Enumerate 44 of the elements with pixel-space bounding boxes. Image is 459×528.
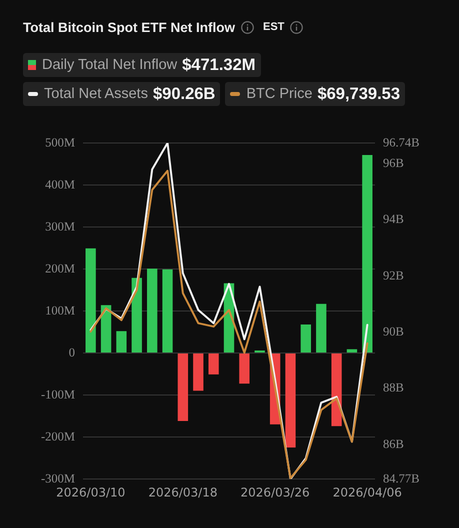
bar (346, 349, 358, 352)
y2-tick-label: 96B (383, 156, 404, 170)
y-tick-label: 200M (45, 261, 75, 276)
bar (316, 304, 326, 352)
y2-tick-label: 96.74B (383, 135, 420, 150)
bar (132, 278, 142, 352)
x-tick-label: 2026/03/18 (148, 485, 218, 500)
bar (239, 354, 250, 384)
text: $471.32M (182, 56, 256, 74)
bar (86, 248, 96, 352)
x-tick-label: 2026/04/06 (332, 485, 402, 500)
chart-title: Total Bitcoin Spot ETF Net Inflow (23, 20, 235, 34)
y2-tick-label: 86B (383, 436, 404, 451)
y2-tick-label: 84.77B (383, 471, 420, 486)
x-tick-label: 2026/03/10 (56, 485, 126, 500)
y-tick-label: 300M (45, 219, 75, 234)
chart-subtitle: EST (262, 21, 284, 33)
y2-tick-label: 88B (383, 380, 404, 395)
bar (178, 354, 188, 422)
bar (285, 354, 296, 448)
text: $90.26B (152, 84, 216, 104)
y2-tick-label: 90B (383, 324, 404, 338)
y-tick-label: -200M (40, 429, 75, 444)
bar (193, 354, 204, 391)
y-tick-label: -100M (40, 387, 75, 402)
legend-label: Daily Total Net Inflow (42, 57, 178, 73)
y2-tick-label: 94B (383, 212, 404, 226)
bar (208, 354, 219, 374)
bar (116, 331, 127, 352)
x-tick-label: 2026/03/26 (240, 485, 310, 500)
bar (300, 324, 311, 352)
y-tick-label: 100M (45, 303, 75, 318)
legend-label: BTC Price (246, 86, 312, 102)
text: $69,739.53 (317, 84, 400, 104)
bar (362, 155, 372, 352)
bar (162, 269, 173, 352)
bar (100, 305, 112, 352)
bar (147, 268, 158, 352)
y-tick-label: 500M (45, 135, 75, 150)
y2-tick-label: 92B (383, 268, 404, 282)
y-tick-label: 0 (68, 345, 75, 360)
y-tick-label: -300M (40, 471, 75, 486)
legend-label: Total Net Assets (44, 86, 148, 102)
y-tick-label: 400M (45, 177, 75, 192)
